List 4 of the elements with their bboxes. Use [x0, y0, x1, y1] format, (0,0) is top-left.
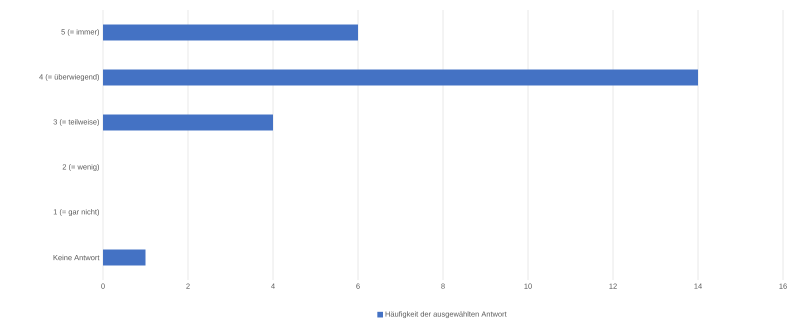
bar [103, 114, 274, 131]
bar [103, 250, 146, 266]
bar [103, 24, 358, 41]
bar [103, 70, 698, 86]
